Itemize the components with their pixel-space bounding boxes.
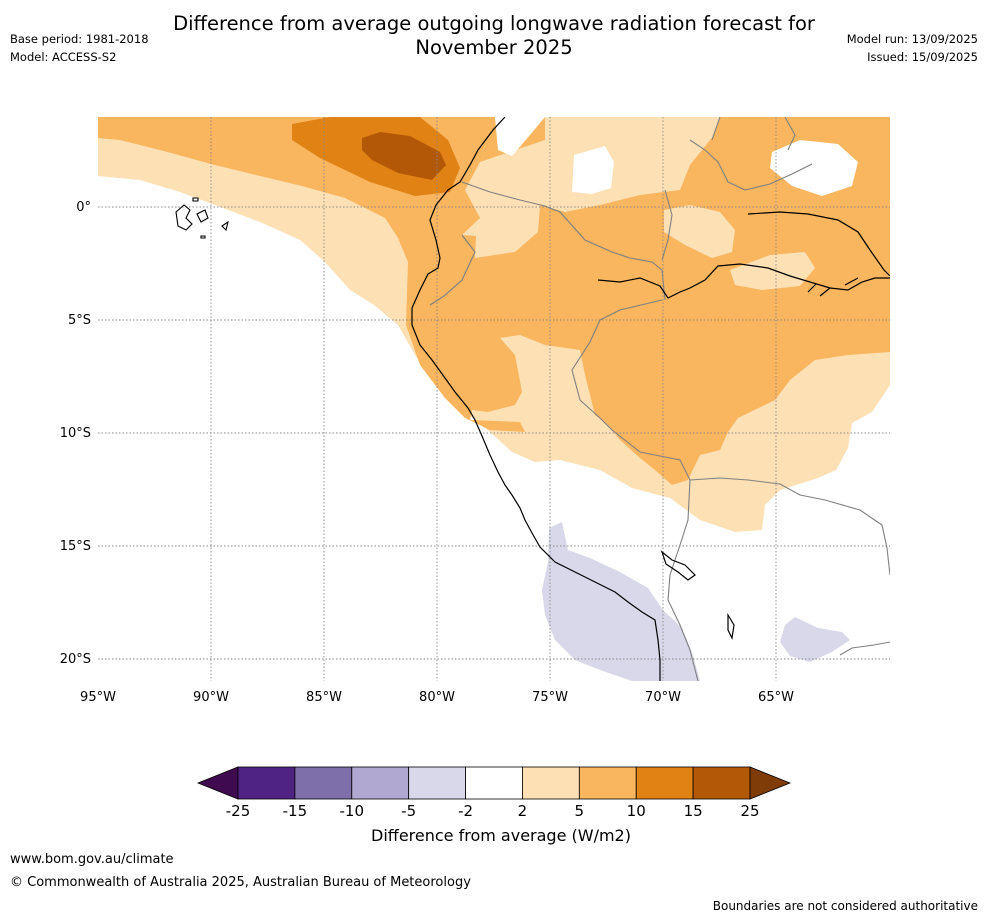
- colorbar-tick-label: 15: [684, 802, 703, 820]
- footer-url[interactable]: www.bom.gov.au/climate: [10, 852, 174, 867]
- coastline: [411, 117, 890, 681]
- colorbar-tick-label: -15: [283, 802, 308, 820]
- country-borders: [429, 117, 890, 681]
- map-plot: [98, 117, 890, 681]
- lon-label: 80°W: [419, 690, 455, 705]
- anomaly-hole-coast: [495, 117, 545, 156]
- anomaly-hole-northeast: [770, 140, 858, 196]
- model-text: Model: ACCESS-S2: [10, 50, 117, 64]
- galapagos-islands: [175, 197, 229, 239]
- colorbar-extend-low: [196, 766, 239, 800]
- longitude-labels: 95°W 90°W 85°W 80°W 75°W 70°W 65°W: [80, 690, 794, 705]
- latitude-labels: 0° 5°S 10°S 15°S 20°S: [60, 200, 91, 667]
- colorbar-tick-label: -5: [401, 802, 416, 820]
- map-area: 0° 5°S 10°S 15°S 20°S 95°W 90°W 85°W 80°…: [60, 117, 890, 705]
- lat-label: 5°S: [68, 313, 91, 328]
- colorbar-segment: [408, 766, 466, 800]
- anomaly-patch-light-2: [730, 252, 815, 290]
- anomaly-region-minus5-to-minus2-a: [542, 522, 700, 681]
- anomaly-patch-light-1: [664, 205, 735, 258]
- lon-label: 90°W: [193, 690, 229, 705]
- colorbar-segments: [196, 766, 792, 800]
- colorbar-label: Difference from average (W/m2): [0, 826, 988, 845]
- colorbar-segment: [294, 766, 353, 800]
- lon-label: 85°W: [306, 690, 342, 705]
- anomaly-patch-light-4: [663, 117, 720, 150]
- colorbar-segment: [237, 766, 296, 800]
- lon-label: 95°W: [80, 690, 116, 705]
- lon-label: 65°W: [758, 690, 794, 705]
- colorbar-extend-high: [749, 766, 792, 800]
- graticule: [98, 117, 890, 681]
- meta-left: Base period: 1981-2018 Model: ACCESS-S2: [10, 30, 149, 66]
- map-title-line2: November 2025: [415, 36, 573, 59]
- colorbar-segment: [465, 766, 523, 800]
- colorbar-tick-label: -2: [458, 802, 473, 820]
- colorbar-tick-label: -10: [340, 802, 365, 820]
- footer-boundary-note: Boundaries are not considered authoritat…: [712, 899, 978, 913]
- lon-label: 70°W: [645, 690, 681, 705]
- colorbar-tick-label: -25: [226, 802, 251, 820]
- lat-label: 15°S: [60, 539, 91, 554]
- map-title: Difference from average outgoing longwav…: [0, 12, 988, 60]
- map-title-line1: Difference from average outgoing longwav…: [173, 12, 815, 35]
- base-period-text: Base period: 1981-2018: [10, 32, 149, 46]
- colorbar-label-text: Difference from average (W/m2): [371, 826, 631, 845]
- anomaly-region-15-to-25: [362, 132, 446, 180]
- colorbar-segment: [351, 766, 410, 800]
- lat-label: 10°S: [60, 426, 91, 441]
- footer-copyright: © Commonwealth of Australia 2025, Austra…: [10, 875, 471, 890]
- lon-label: 75°W: [532, 690, 568, 705]
- meta-right: Model run: 13/09/2025 Issued: 15/09/2025: [847, 30, 978, 66]
- colorbar-segment: [522, 766, 580, 800]
- colorbar-tick-label: 25: [740, 802, 759, 820]
- colorbar-tick-label: 10: [627, 802, 646, 820]
- model-run-text: Model run: 13/09/2025: [846, 32, 978, 46]
- anomaly-hole-north: [572, 146, 614, 194]
- lat-label: 20°S: [60, 652, 91, 667]
- colorbar: -25 -15 -10 -5 -2 2 5 10 15 25: [196, 766, 792, 820]
- colorbar-tick-label: 2: [518, 802, 528, 820]
- colorbar-tick-labels: -25 -15 -10 -5 -2 2 5 10 15 25: [226, 802, 760, 820]
- colorbar-segment: [635, 766, 694, 800]
- anomaly-region-minus5-to-minus2-b: [780, 617, 850, 662]
- colorbar-segment: [578, 766, 637, 800]
- anomaly-patch-light-3: [474, 218, 490, 230]
- colorbar-segment: [692, 766, 751, 800]
- issued-text: Issued: 15/09/2025: [867, 50, 978, 64]
- colorbar-tick-label: 5: [575, 802, 585, 820]
- lat-label: 0°: [76, 200, 91, 215]
